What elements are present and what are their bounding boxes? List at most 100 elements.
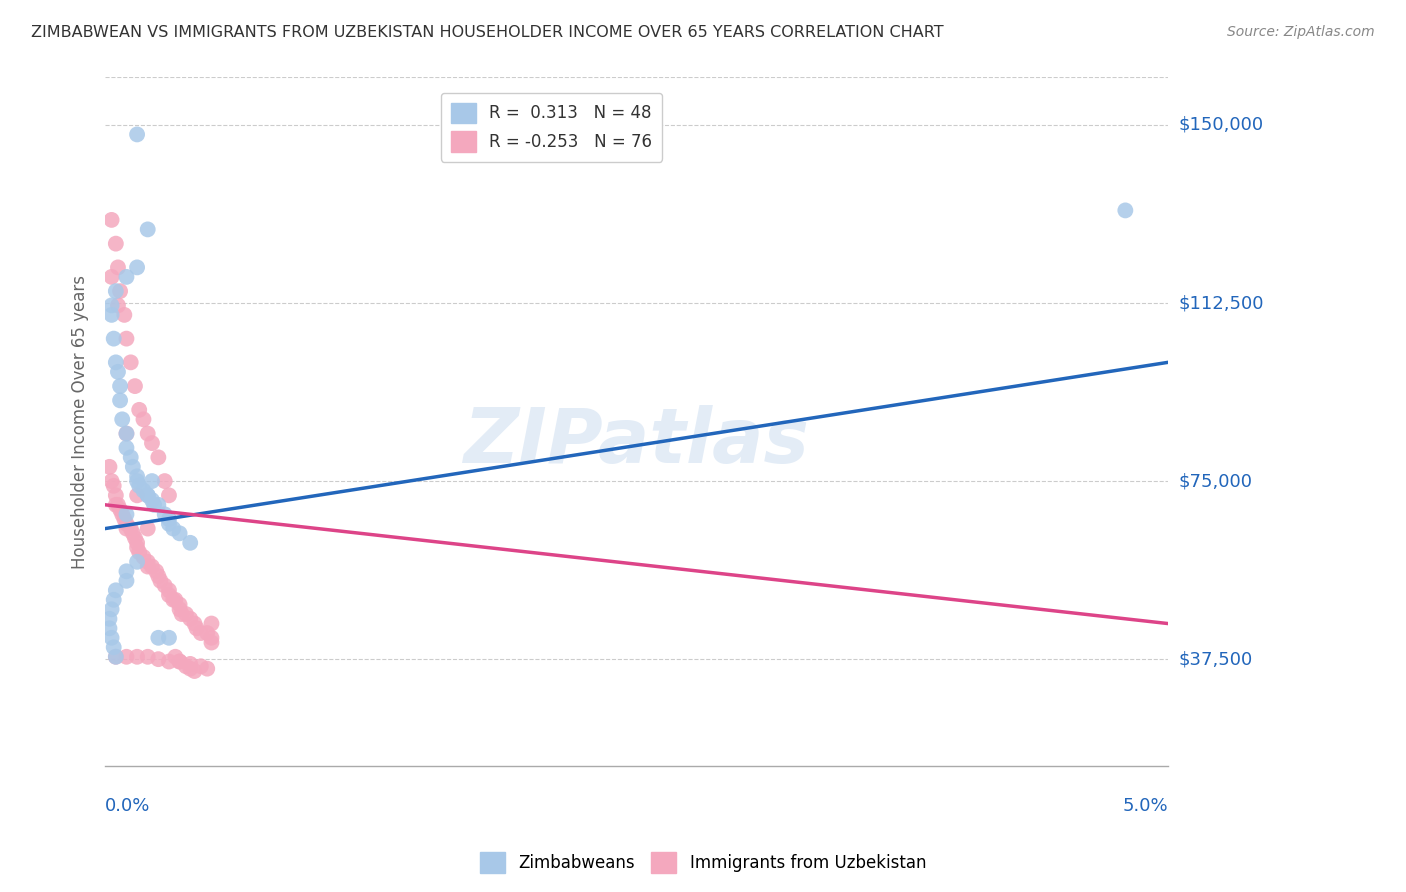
Point [136, 522, 159, 536]
Point [121, 526, 143, 541]
Point [195, 662, 218, 676]
Point [165, 649, 187, 664]
Point [115, 269, 138, 284]
Point [153, 508, 176, 522]
Point [115, 574, 138, 588]
Point [127, 555, 149, 569]
Point [200, 635, 222, 649]
Point [115, 564, 138, 578]
Point [115, 332, 138, 346]
Point [115, 426, 138, 441]
Point [124, 531, 146, 545]
Point [104, 498, 127, 512]
Point [183, 616, 205, 631]
Point [100, 269, 122, 284]
Point [127, 474, 149, 488]
Point [107, 498, 129, 512]
Point [111, 412, 134, 426]
Point [136, 222, 159, 236]
Point [121, 459, 143, 474]
Text: ZIPatlas: ZIPatlas [464, 405, 810, 479]
Point [169, 655, 191, 669]
Point [112, 308, 135, 322]
Point [179, 657, 201, 671]
Point [127, 260, 149, 275]
Point [165, 592, 187, 607]
Legend: Zimbabweans, Immigrants from Uzbekistan: Zimbabweans, Immigrants from Uzbekistan [472, 846, 934, 880]
Point [100, 213, 122, 227]
Point [103, 479, 125, 493]
Point [127, 488, 149, 502]
Point [104, 355, 127, 369]
Point [157, 588, 180, 602]
Point [104, 284, 127, 298]
Point [104, 649, 127, 664]
Point [157, 631, 180, 645]
Point [128, 545, 150, 559]
Point [136, 426, 159, 441]
Point [127, 469, 149, 483]
Point [174, 607, 197, 621]
Point [1114, 203, 1136, 218]
Point [115, 508, 138, 522]
Point [100, 474, 122, 488]
Point [179, 536, 201, 550]
Point [200, 631, 222, 645]
Point [145, 564, 167, 578]
Text: $150,000: $150,000 [1180, 116, 1264, 134]
Point [103, 332, 125, 346]
Point [98, 459, 121, 474]
Point [98, 612, 121, 626]
Point [108, 284, 131, 298]
Point [141, 436, 163, 450]
Point [115, 522, 138, 536]
Point [169, 526, 191, 541]
Text: ZIMBABWEAN VS IMMIGRANTS FROM UZBEKISTAN HOUSEHOLDER INCOME OVER 65 YEARS CORREL: ZIMBABWEAN VS IMMIGRANTS FROM UZBEKISTAN… [31, 25, 943, 40]
Point [136, 488, 159, 502]
Point [157, 488, 180, 502]
Point [136, 488, 159, 502]
Point [132, 412, 155, 426]
Text: 5.0%: 5.0% [1122, 797, 1168, 814]
Point [169, 602, 191, 616]
Point [136, 559, 159, 574]
Point [162, 592, 184, 607]
Point [127, 128, 149, 142]
Point [148, 569, 170, 583]
Point [100, 298, 122, 312]
Point [186, 621, 208, 635]
Point [174, 659, 197, 673]
Text: $75,000: $75,000 [1180, 472, 1253, 490]
Point [128, 402, 150, 417]
Point [132, 483, 155, 498]
Point [141, 559, 163, 574]
Point [128, 479, 150, 493]
Point [100, 631, 122, 645]
Point [157, 655, 180, 669]
Point [115, 441, 138, 455]
Point [183, 664, 205, 678]
Point [169, 655, 191, 669]
Point [115, 516, 138, 531]
Point [103, 592, 125, 607]
Point [132, 550, 155, 565]
Point [115, 649, 138, 664]
Point [148, 652, 170, 666]
Point [100, 308, 122, 322]
Point [108, 393, 131, 408]
Point [100, 602, 122, 616]
Point [170, 607, 193, 621]
Point [141, 493, 163, 508]
Point [136, 555, 159, 569]
Point [179, 612, 201, 626]
Point [162, 522, 184, 536]
Text: Source: ZipAtlas.com: Source: ZipAtlas.com [1227, 25, 1375, 39]
Point [141, 474, 163, 488]
Point [107, 365, 129, 379]
Point [108, 502, 131, 516]
Point [120, 522, 142, 536]
Point [124, 379, 146, 393]
Point [98, 621, 121, 635]
Point [157, 583, 180, 598]
Point [103, 640, 125, 655]
